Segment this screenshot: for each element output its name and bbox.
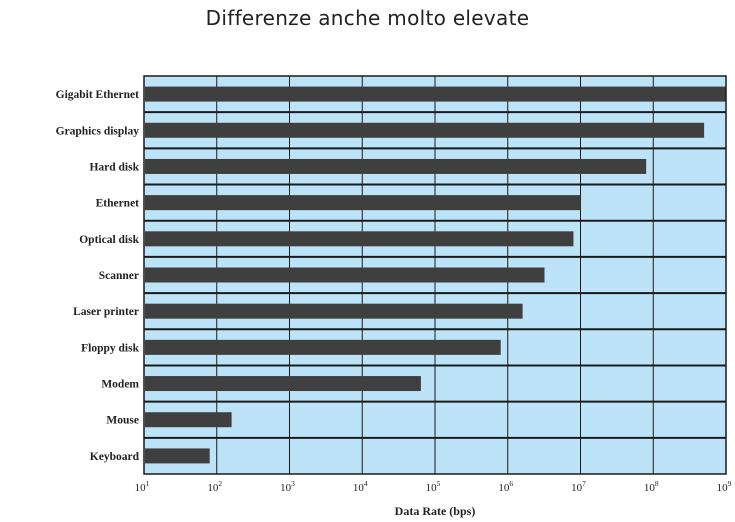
x-tick-label: 107 bbox=[571, 479, 586, 494]
bar-floppy-disk bbox=[145, 339, 501, 355]
category-label: Optical disk bbox=[79, 234, 139, 246]
x-tick-label: 103 bbox=[280, 479, 295, 494]
x-tick-label: 102 bbox=[207, 479, 222, 494]
bar-modem bbox=[145, 376, 421, 392]
x-tick-label: 109 bbox=[717, 479, 732, 494]
category-label: Mouse bbox=[106, 415, 139, 427]
bars bbox=[145, 86, 726, 464]
x-tick-label: 106 bbox=[498, 479, 513, 494]
category-label: Modem bbox=[101, 379, 139, 391]
bar-laser-printer bbox=[145, 303, 523, 319]
category-label: Floppy disk bbox=[81, 342, 139, 354]
x-tick-label: 105 bbox=[426, 479, 441, 494]
page-title: Differenze anche molto elevate bbox=[205, 6, 530, 30]
category-label: Laser printer bbox=[73, 306, 139, 318]
x-tick-labels: 101 102 103 104 105 106 107 108 109 bbox=[135, 479, 732, 494]
category-label: Gigabit Ethernet bbox=[56, 89, 140, 101]
category-label: Graphics display bbox=[56, 125, 140, 137]
bar-ethernet bbox=[145, 195, 581, 211]
x-tick-label: 101 bbox=[135, 479, 150, 494]
bar-keyboard bbox=[145, 448, 210, 464]
bar-graphics-display bbox=[145, 122, 705, 138]
bar-mouse bbox=[145, 412, 232, 428]
category-label: Ethernet bbox=[96, 198, 140, 210]
x-tick-label: 104 bbox=[353, 479, 368, 494]
category-label: Keyboard bbox=[90, 451, 140, 463]
x-axis-title: Data Rate (bps) bbox=[395, 504, 476, 518]
x-tick-label: 108 bbox=[644, 479, 659, 494]
category-labels: Keyboard Mouse Modem Floppy disk Laser print… bbox=[56, 89, 140, 463]
category-label: Hard disk bbox=[89, 161, 139, 173]
bar-optical-disk bbox=[145, 231, 574, 247]
bar-scanner bbox=[145, 267, 545, 283]
plot-border bbox=[143, 75, 727, 475]
bar-gigabit-ethernet bbox=[145, 86, 726, 102]
bar-hard-disk bbox=[145, 158, 647, 174]
category-label: Scanner bbox=[99, 270, 139, 282]
grid-lines bbox=[144, 76, 726, 474]
